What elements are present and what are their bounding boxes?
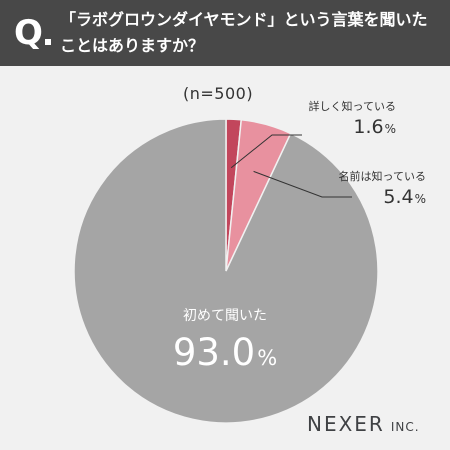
nexer-logo: NEXER INC. xyxy=(307,412,420,436)
logo-sub-text: INC. xyxy=(390,420,420,434)
question-mark-dot xyxy=(45,39,51,45)
slice-value-name-known: 5.4% xyxy=(330,186,426,208)
slice-label-name-known: 名前は知っている xyxy=(338,170,426,183)
pie-slice-first-time xyxy=(73,118,379,424)
slice-value-detailed: 1.6% xyxy=(296,116,396,138)
slice-label-detailed: 詳しく知っている xyxy=(308,100,396,113)
leader-line-detailed xyxy=(230,134,302,169)
question-text: 「ラボグロウンダイヤモンド」という言葉を聞いた ことはありますか？ xyxy=(60,7,445,59)
question-mark: Q xyxy=(14,13,43,53)
annotation-name-known: 名前は知っている 5.4% xyxy=(330,168,426,208)
slice-value-unit-detailed: % xyxy=(384,122,396,136)
sample-size-label: (n=500) xyxy=(183,84,254,103)
slice-value-unit-first-time: % xyxy=(257,346,278,370)
annotation-first-time: 初めて聞いた 93.0% xyxy=(150,305,300,374)
slice-label-first-time: 初めて聞いた xyxy=(183,308,267,324)
leader-line-name-known xyxy=(253,170,352,198)
slice-value-number-name-known: 5.4 xyxy=(383,186,414,208)
pie-slices xyxy=(73,118,379,424)
annotation-detailed: 詳しく知っている 1.6% xyxy=(296,98,396,138)
question-line-2: ことはありますか？ xyxy=(60,36,205,55)
question-header: Q 「ラボグロウンダイヤモンド」という言葉を聞いた ことはありますか？ xyxy=(0,0,450,66)
slice-value-number-detailed: 1.6 xyxy=(353,116,384,138)
slice-value-first-time: 93.0% xyxy=(150,331,300,374)
slice-value-number-first-time: 93.0 xyxy=(172,331,256,374)
slice-value-unit-name-known: % xyxy=(414,192,426,206)
logo-main-text: NEXER xyxy=(307,412,385,436)
leader-lines xyxy=(230,134,352,198)
question-line-1: 「ラボグロウンダイヤモンド」という言葉を聞いた xyxy=(60,10,428,29)
